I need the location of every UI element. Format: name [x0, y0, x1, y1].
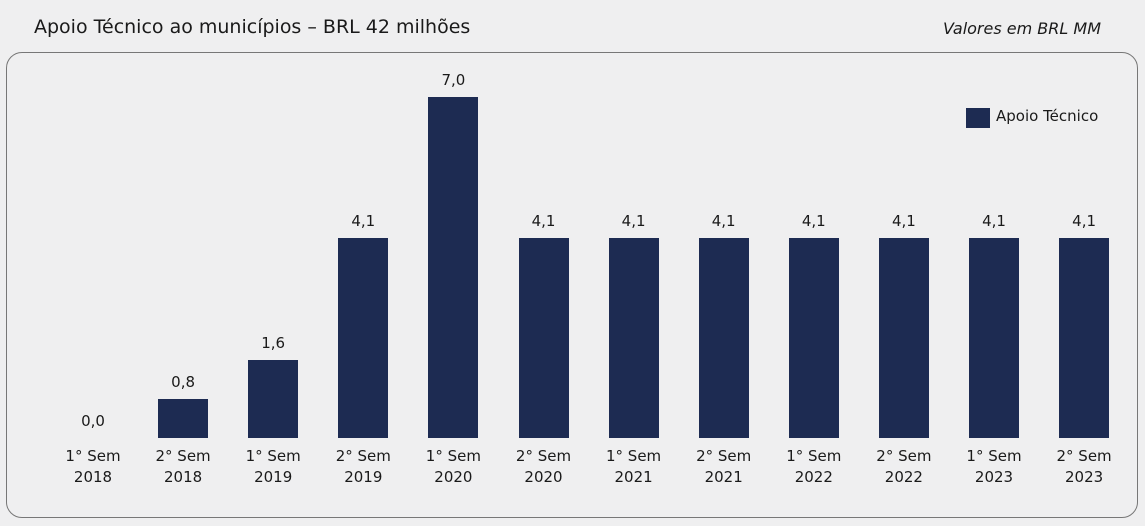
data-label: 4,1 — [982, 212, 1006, 231]
data-label: 4,1 — [351, 212, 376, 231]
x-tick-label: 2° Sem 2019 — [335, 447, 391, 486]
bar — [158, 399, 209, 438]
data-label: 4,1 — [531, 212, 556, 231]
x-tick-label: 1° Sem 2021 — [606, 447, 662, 486]
chart-frame — [6, 52, 1138, 518]
bar — [338, 238, 389, 438]
bar — [428, 97, 479, 438]
bar — [1059, 238, 1110, 438]
bar — [969, 238, 1019, 438]
chart-subtitle: Valores em BRL MM — [942, 19, 1101, 38]
x-tick-label: 1° Sem 2019 — [245, 447, 301, 486]
bar — [608, 238, 659, 438]
x-tick-label: 2° Sem 2020 — [515, 447, 572, 486]
x-tick-label: 1° Sem 2022 — [786, 447, 842, 486]
data-label: 4,1 — [801, 212, 826, 231]
data-label: 4,1 — [1072, 212, 1097, 231]
bar — [878, 238, 929, 438]
x-tick-label: 2° Sem 2023 — [1056, 447, 1112, 486]
bar — [698, 238, 749, 438]
data-label: 0,0 — [81, 412, 105, 430]
x-tick-label: 2° Sem 2021 — [696, 447, 752, 486]
x-tick-label: 1° Sem 2018 — [65, 447, 121, 486]
x-tick-label: 1° Sem 2023 — [966, 447, 1022, 486]
bar — [788, 238, 839, 438]
chart-title: Apoio Técnico ao municípios – BRL 42 mil… — [34, 16, 471, 38]
data-label: 7,0 — [441, 71, 466, 90]
x-tick-label: 2° Sem 2022 — [876, 447, 932, 486]
data-label: 4,1 — [891, 212, 916, 231]
data-label: 4,1 — [711, 212, 736, 231]
x-tick-label: 2° Sem 2018 — [155, 447, 211, 486]
bar — [518, 238, 569, 438]
bar — [248, 360, 299, 438]
data-label: 1,6 — [261, 334, 286, 353]
legend-label: Apoio Técnico — [996, 107, 1099, 125]
x-tick-label: 1° Sem 2020 — [425, 447, 481, 486]
data-label: 4,1 — [621, 212, 646, 231]
legend-swatch — [966, 108, 990, 128]
data-label: 0,8 — [171, 373, 196, 392]
